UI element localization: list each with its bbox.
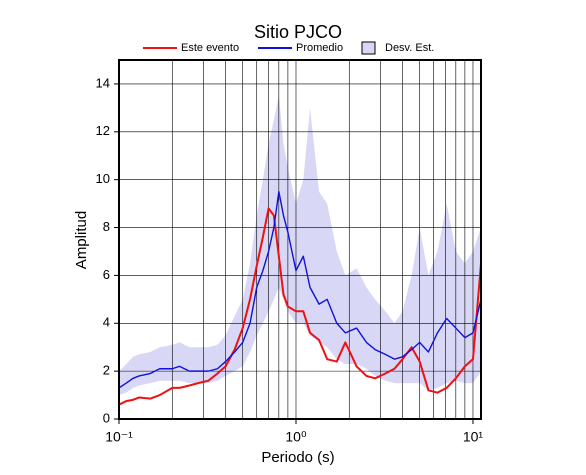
y-tick-label: 0 — [103, 410, 110, 425]
y-tick-label: 6 — [103, 267, 110, 282]
series-line — [118, 190, 482, 389]
legend-label: Desv. Est. — [385, 42, 434, 54]
x-tick-label: 10⁻¹ — [105, 429, 133, 445]
y-tick-label: 14 — [96, 75, 110, 90]
y-tick-label: 2 — [103, 363, 110, 378]
std-band — [119, 95, 481, 396]
y-tick-label: 10 — [96, 171, 110, 186]
y-axis-label: Amplitud — [73, 211, 90, 269]
y-tick-label: 8 — [103, 219, 110, 234]
legend-swatch — [361, 41, 376, 55]
x-axis-label: Periodo (s) — [261, 449, 334, 466]
series-line — [118, 207, 482, 406]
legend-label: Este evento — [181, 42, 239, 54]
plot-frame — [118, 59, 482, 420]
x-tick-label: 10¹ — [463, 429, 484, 445]
legend-label: Promedio — [296, 42, 343, 54]
y-tick-label: 12 — [96, 123, 110, 138]
chart-title: Sitio PJCO — [254, 22, 342, 42]
x-tick-label: 10⁰ — [285, 429, 307, 445]
y-tick-label: 4 — [103, 315, 110, 330]
